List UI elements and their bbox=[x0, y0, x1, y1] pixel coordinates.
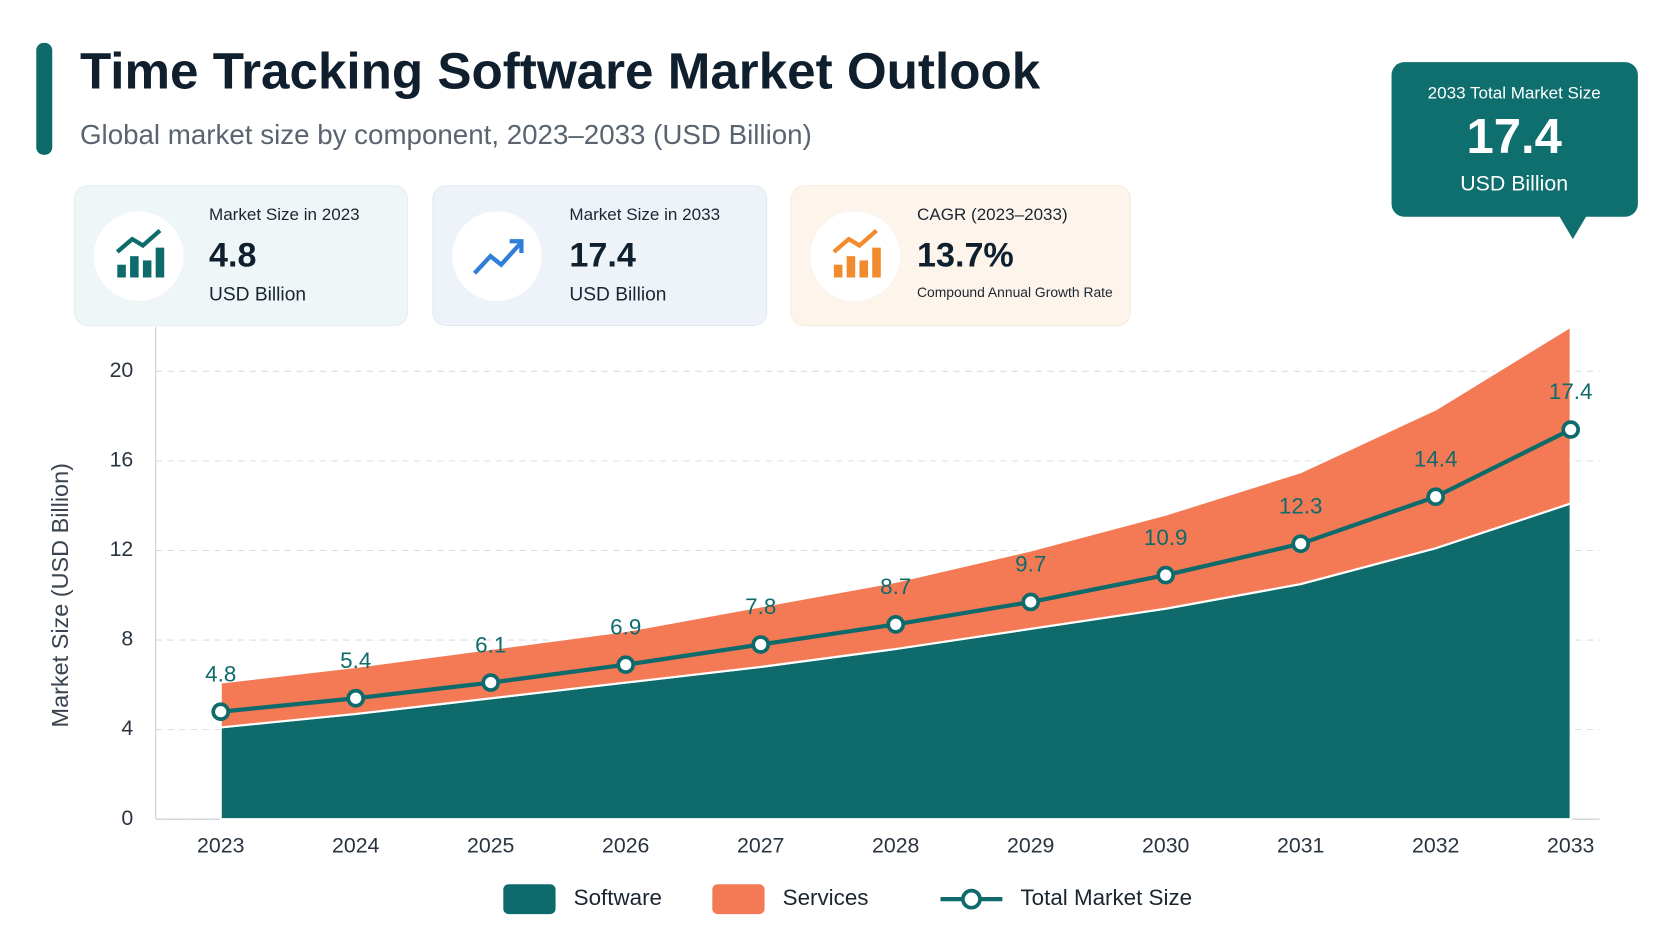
data-label: 14.4 bbox=[1414, 446, 1458, 471]
x-tick-label: 2029 bbox=[1007, 834, 1054, 858]
legend: Software Services Total Market Size bbox=[503, 884, 1192, 915]
y-tick-label: 16 bbox=[110, 448, 134, 472]
y-tick-label: 0 bbox=[121, 806, 133, 830]
kpi-unit: USD Billion bbox=[569, 285, 666, 306]
x-tick-label: 2028 bbox=[872, 834, 919, 858]
kpi-value: 4.8 bbox=[209, 236, 256, 274]
x-tick-label: 2032 bbox=[1412, 834, 1459, 858]
legend-swatch bbox=[712, 884, 765, 915]
accent-bar bbox=[36, 42, 53, 155]
data-label: 9.7 bbox=[1015, 552, 1046, 577]
icon bbox=[472, 239, 524, 275]
kpi-card: Market Size in 2033 17.4 USD Billion bbox=[432, 185, 768, 327]
x-tick-label: 2031 bbox=[1277, 834, 1324, 858]
legend-swatch bbox=[961, 888, 982, 910]
data-label: 7.8 bbox=[745, 594, 776, 619]
point bbox=[481, 673, 501, 692]
x-tick-label: 2024 bbox=[332, 834, 380, 858]
data-label: 10.9 bbox=[1144, 525, 1188, 550]
kpi-unit: USD Billion bbox=[209, 285, 306, 306]
point bbox=[1021, 592, 1041, 612]
data-label: 4.8 bbox=[205, 661, 236, 686]
chart-subtitle: Global market size by component, 2023–20… bbox=[80, 119, 812, 150]
point bbox=[1426, 487, 1446, 507]
callout-value: 17.4 bbox=[1466, 110, 1562, 164]
x-tick-label: 2027 bbox=[737, 834, 784, 858]
plot-area: 0 4 8 12 16 20 2023 2024 2025 2026 2027 2028 2029 203… bbox=[110, 324, 1600, 858]
area bbox=[219, 324, 1572, 729]
data-label: 12.3 bbox=[1279, 493, 1323, 518]
point bbox=[616, 655, 636, 675]
kpi-card: Market Size in 2023 4.8 USD Billion bbox=[74, 185, 408, 327]
kpi-value: 17.4 bbox=[569, 236, 635, 274]
y-tick-label: 8 bbox=[121, 627, 133, 651]
kpi-value: 13.7% bbox=[917, 236, 1014, 274]
point bbox=[346, 688, 366, 708]
kpi-label: CAGR (2023–2033) bbox=[917, 205, 1068, 224]
icon bbox=[832, 228, 881, 278]
x-tick-label: 2025 bbox=[467, 834, 514, 858]
x-tick-label: 2026 bbox=[602, 834, 649, 858]
legend-label: Total Market Size bbox=[1020, 885, 1192, 910]
callout-bg bbox=[1391, 62, 1638, 217]
legend-swatch bbox=[503, 884, 556, 915]
kpi-note: Compound Annual Growth Rate bbox=[917, 284, 1113, 300]
y-tick-label: 12 bbox=[110, 537, 134, 561]
x-tick-label: 2023 bbox=[197, 834, 244, 858]
point bbox=[1156, 565, 1176, 585]
data-label: 6.9 bbox=[610, 614, 641, 639]
y-axis-title: Market Size (USD Billion) bbox=[47, 463, 73, 727]
callout-unit: USD Billion bbox=[1460, 171, 1568, 195]
point bbox=[886, 615, 906, 634]
y-tick-label: 20 bbox=[110, 358, 134, 382]
data-label: 5.4 bbox=[340, 648, 371, 673]
kpi-label: Market Size in 2023 bbox=[209, 205, 360, 224]
legend-label: Software bbox=[574, 885, 662, 910]
point bbox=[211, 702, 231, 722]
y-tick-label: 4 bbox=[121, 716, 133, 740]
x-tick-label: 2030 bbox=[1142, 834, 1190, 858]
chart-title: Time Tracking Software Market Outlook bbox=[80, 42, 1041, 99]
callout: 2033 Total Market Size 17.4 USD Billion bbox=[1391, 62, 1638, 240]
callout-label: 2033 Total Market Size bbox=[1428, 84, 1601, 103]
data-label: 6.1 bbox=[475, 632, 506, 657]
x-tick-label: 2033 bbox=[1547, 834, 1594, 858]
data-label: 17.4 bbox=[1549, 379, 1593, 404]
data-label: 8.7 bbox=[880, 574, 911, 599]
icon bbox=[115, 228, 165, 278]
icon-circle bbox=[452, 211, 542, 301]
legend-label: Services bbox=[783, 885, 869, 910]
callout-pointer bbox=[1558, 215, 1587, 240]
point bbox=[751, 635, 771, 654]
point bbox=[1291, 534, 1311, 554]
kpi-card: CAGR (2023–2033) 13.7% Compound Annual G… bbox=[790, 185, 1131, 327]
point bbox=[1561, 420, 1581, 439]
kpi-label: Market Size in 2033 bbox=[569, 205, 720, 224]
